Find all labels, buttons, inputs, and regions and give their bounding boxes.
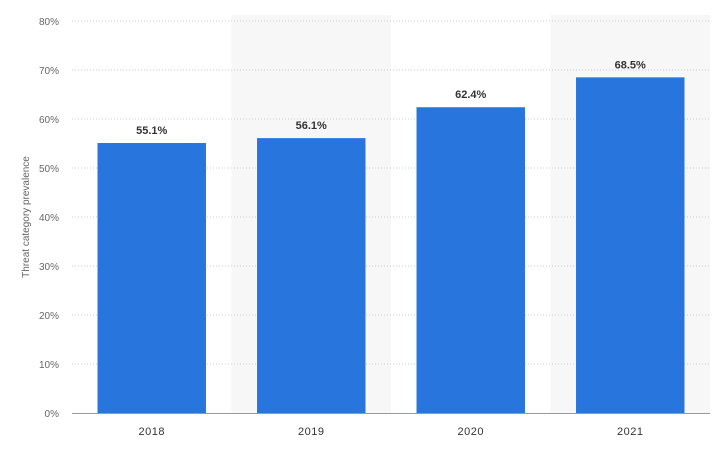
- data-labels: 55.1% 56.1% 62.4% 68.5%: [136, 59, 646, 137]
- y-tick-label: 50%: [39, 164, 59, 175]
- data-label-2018: 55.1%: [136, 125, 167, 137]
- bar-2018[interactable]: [97, 143, 206, 413]
- y-tick-label: 10%: [39, 360, 59, 371]
- y-tick-label: 30%: [39, 262, 59, 273]
- y-tick-label: 70%: [39, 66, 59, 77]
- y-tick-label: 60%: [39, 115, 59, 126]
- y-tick-label: 40%: [39, 213, 59, 224]
- y-tick-label: 20%: [39, 311, 59, 322]
- x-axis-labels: 2018 2019 2020 2021: [139, 426, 643, 438]
- bar-2019[interactable]: [257, 138, 366, 414]
- y-tick-label: 0%: [45, 409, 60, 420]
- x-tick-label-2021: 2021: [617, 426, 643, 438]
- bars: [97, 77, 685, 414]
- y-axis-ticks: 0% 10% 20% 30% 40% 50% 60% 70% 80%: [39, 17, 59, 420]
- x-tick-label-2020: 2020: [458, 426, 484, 438]
- y-tick-label: 80%: [39, 17, 59, 28]
- x-tick-label-2019: 2019: [298, 426, 324, 438]
- bar-2020[interactable]: [416, 107, 525, 414]
- bar-2021[interactable]: [576, 77, 685, 413]
- data-label-2020: 62.4%: [455, 89, 486, 101]
- data-label-2019: 56.1%: [296, 120, 327, 132]
- x-tick-label-2018: 2018: [139, 426, 165, 438]
- data-label-2021: 68.5%: [615, 59, 646, 71]
- y-axis-title: Threat category prevalence: [21, 156, 32, 278]
